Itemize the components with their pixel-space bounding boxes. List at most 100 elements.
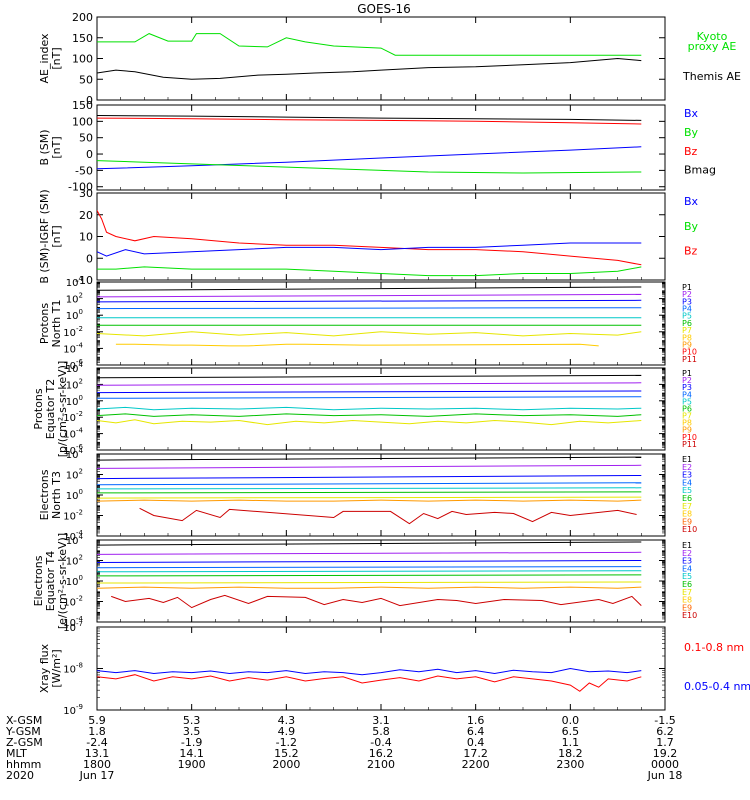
- y-tick-label: 150: [72, 32, 93, 45]
- y-tick-base: 10: [66, 557, 79, 568]
- legend-label: E8: [682, 596, 692, 605]
- y-axis-label: North T3: [50, 471, 63, 519]
- legend-label: E1: [682, 541, 692, 550]
- legend-label: Bx: [684, 195, 699, 208]
- x-tick-value: 1800: [83, 758, 111, 771]
- series-line-3: [97, 266, 642, 277]
- y-tick-exponent: 0: [79, 574, 83, 582]
- legend-label: E5: [682, 572, 692, 581]
- series-line-1: [97, 210, 642, 266]
- legend-label: P10: [682, 433, 697, 442]
- series-line-2: [97, 382, 642, 386]
- legend-label: Bz: [684, 245, 698, 258]
- y-tick-label: 10-9: [63, 703, 83, 717]
- series-line-2: [97, 674, 642, 692]
- panel-frame: [96, 192, 666, 281]
- y-tick-exponent: 2: [79, 554, 83, 562]
- panel-frame: [96, 16, 666, 101]
- legend-label: P1: [682, 369, 692, 378]
- legend-label: E7: [682, 588, 692, 597]
- y-tick-exponent: -4: [76, 615, 84, 623]
- y-tick-base: 10: [66, 278, 79, 289]
- x-tick-value: -1.9: [181, 736, 202, 749]
- y-tick-base: 10: [66, 364, 79, 375]
- y-tick-base: 10: [66, 491, 79, 502]
- series-line-2: [97, 293, 642, 298]
- y-axis-label: Equator T4: [44, 551, 57, 611]
- x-tick-value: 1.8: [88, 725, 106, 738]
- legend-label: E2: [682, 549, 692, 558]
- x-tick-value: -1.5: [654, 714, 675, 727]
- y-tick-label: 10-4: [63, 427, 83, 441]
- x-tick-value: 2100: [367, 758, 395, 771]
- y-tick-label: 10-8: [63, 662, 83, 676]
- legend-label: P4: [682, 390, 692, 399]
- legend-label: Bz: [684, 145, 698, 158]
- legend-label: By: [684, 126, 699, 139]
- series-line-1: [97, 374, 642, 379]
- y-tick-label: 10-6: [63, 443, 83, 457]
- series-line-5: [97, 570, 642, 573]
- y-tick-label: 102: [66, 468, 83, 482]
- series-line-7: [97, 581, 642, 584]
- x-tick-value: 16.2: [369, 747, 394, 760]
- y-tick-label: -10: [75, 274, 93, 287]
- y-tick-base: 10: [63, 413, 76, 424]
- series-line-6: [97, 574, 642, 577]
- x-tick-value: 2200: [462, 758, 490, 771]
- y-tick-exponent: 4: [79, 533, 84, 541]
- y-tick-base: 10: [66, 380, 79, 391]
- y-tick-base: 10: [63, 430, 76, 441]
- series-line-3: [97, 390, 642, 394]
- legend-label: P5: [682, 312, 692, 321]
- legend-label: P1: [682, 283, 692, 292]
- legend-label: E9: [682, 603, 692, 612]
- series-line-6: [97, 413, 642, 417]
- y-tick-base: 10: [66, 295, 79, 306]
- y-tick-label: -50: [75, 164, 93, 177]
- series-line-2: [97, 464, 642, 469]
- y-tick-exponent: -8: [76, 662, 83, 670]
- y-axis-label: [p/(cm²-s-sr-keV)]: [56, 361, 69, 458]
- legend-label: P2: [682, 290, 692, 299]
- y-axis-label: Xray flux: [38, 643, 51, 693]
- series-line-1: [97, 33, 642, 56]
- y-axis-label: Electrons: [38, 469, 51, 520]
- y-tick-label: 50: [79, 73, 93, 86]
- x-row-label: MLT: [6, 747, 27, 760]
- series-line-5: [97, 487, 642, 490]
- y-tick-label: 150: [72, 99, 93, 112]
- series-line-7: [97, 419, 642, 426]
- series-line-7: [97, 331, 642, 337]
- legend-label: P4: [682, 305, 692, 314]
- x-row-label: Z-GSM: [6, 736, 43, 749]
- y-tick-exponent: -9: [76, 703, 83, 711]
- y-tick-base: 10: [63, 665, 76, 676]
- x-tick-value: 1.6: [467, 714, 485, 727]
- y-tick-label: 10-2: [63, 595, 83, 609]
- x-tick-value: 6.2: [656, 725, 674, 738]
- legend-label: P3: [682, 297, 692, 306]
- series-line-3: [97, 146, 642, 170]
- x-tick-value: 6.4: [467, 725, 485, 738]
- y-tick-base: 10: [63, 328, 76, 339]
- y-tick-exponent: -4: [76, 427, 84, 435]
- x-tick-value: Jun 17: [79, 769, 115, 782]
- legend-label: E7: [682, 502, 692, 511]
- x-tick-value: 2000: [272, 758, 300, 771]
- y-tick-label: 0: [86, 148, 93, 161]
- y-axis-label: [W/m²]: [50, 649, 63, 687]
- legend-label: E4: [682, 478, 692, 487]
- x-tick-value: 0.0: [562, 714, 580, 727]
- x-tick-value: 3.1: [372, 714, 390, 727]
- y-tick-base: 10: [63, 598, 76, 609]
- x-tick-value: 14.1: [179, 747, 204, 760]
- legend-label: proxy AE: [688, 40, 737, 53]
- y-axis-label: [nT]: [50, 225, 63, 247]
- series-line-3: [97, 560, 642, 563]
- x-tick-value: -0.4: [370, 736, 391, 749]
